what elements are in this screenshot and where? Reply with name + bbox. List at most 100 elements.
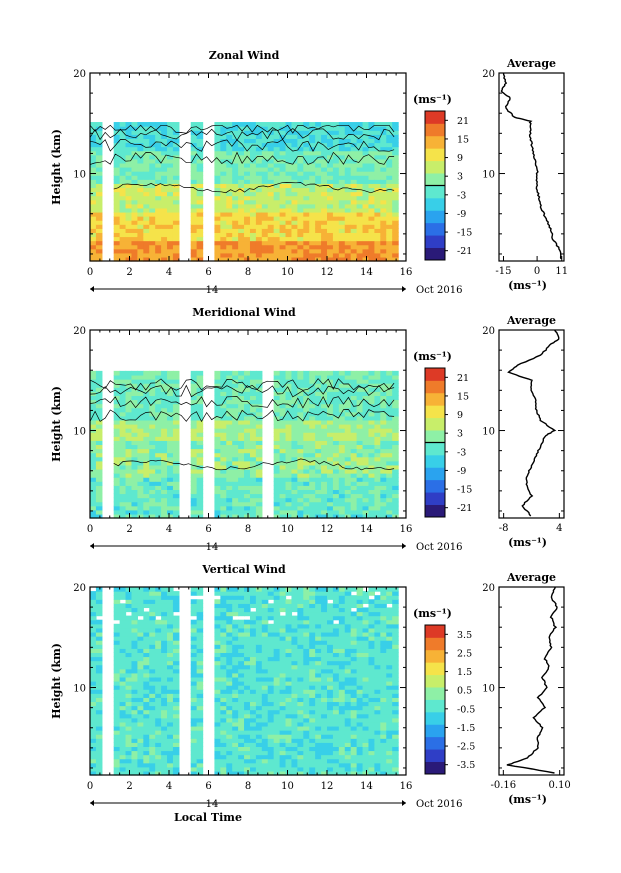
heatmap-cell (386, 395, 393, 401)
heatmap-cell (190, 485, 198, 490)
heatmap-cell (261, 640, 269, 645)
heatmap-cell (125, 513, 133, 519)
heatmap-cell (332, 150, 340, 156)
heatmap-cell (161, 220, 168, 225)
heatmap-cell (226, 513, 233, 519)
heatmap-cell (238, 195, 245, 201)
heatmap-cell (232, 374, 239, 380)
heatmap-cell (167, 750, 174, 756)
heatmap-cell (380, 158, 387, 164)
heatmap-cell (90, 509, 97, 515)
heatmap-cell (356, 240, 364, 246)
heatmap-cell (261, 676, 269, 682)
heatmap-cell (303, 754, 310, 760)
heatmap-cell (113, 730, 121, 735)
heatmap-cell (285, 481, 293, 486)
heatmap-field (90, 370, 399, 519)
heatmap-cell (321, 158, 328, 164)
heatmap-cell (95, 448, 103, 454)
heatmap-cell (214, 150, 221, 156)
heatmap-cell (137, 142, 144, 148)
heatmap-cell (356, 481, 364, 486)
heatmap-cell (327, 199, 334, 205)
heatmap-cell (149, 599, 156, 604)
average-y-tick-label: 20 (482, 69, 495, 80)
heatmap-cell (386, 162, 393, 168)
heatmap-cell (143, 162, 150, 168)
heatmap-cell (249, 411, 257, 417)
heatmap-cell (113, 456, 121, 462)
heatmap-cell (161, 452, 168, 458)
heatmap-cell (244, 640, 251, 645)
heatmap-cell (214, 681, 221, 686)
heatmap-cell (161, 721, 168, 727)
heatmap-cell (386, 130, 393, 135)
heatmap-cell (338, 134, 346, 139)
heatmap-cell (309, 721, 316, 727)
heatmap-cell (196, 232, 204, 238)
heatmap-cell (161, 754, 168, 760)
heatmap-cell (285, 709, 293, 715)
heatmap-cell (149, 146, 156, 152)
heatmap-cell (143, 497, 150, 503)
heatmap-cell (196, 644, 204, 649)
heatmap-cell (273, 481, 281, 486)
heatmap-cell (303, 195, 310, 201)
heatmap-cell (220, 599, 227, 604)
heatmap-cell (291, 191, 298, 197)
heatmap-cell (90, 419, 97, 425)
heatmap-cell (155, 489, 162, 495)
heatmap-cell (125, 244, 133, 250)
heatmap-cell (315, 493, 322, 499)
heatmap-cell (279, 766, 287, 772)
heatmap-cell (143, 725, 150, 731)
heatmap-cell (149, 244, 156, 250)
heatmap-cell (161, 374, 168, 380)
heatmap-cell (196, 738, 204, 743)
heatmap-cell (273, 395, 281, 401)
heatmap-cell (119, 754, 127, 760)
heatmap-cell (137, 411, 144, 417)
heatmap-cell (285, 734, 293, 739)
heatmap-cell (232, 730, 239, 735)
heatmap-cell (90, 513, 97, 519)
heatmap-cell (374, 473, 381, 478)
heatmap-cell (113, 187, 121, 193)
heatmap-cell (125, 656, 133, 662)
heatmap-cell (327, 138, 334, 144)
heatmap-cell (214, 444, 221, 450)
heatmap-cell (285, 660, 293, 666)
heatmap-cell (303, 224, 310, 229)
heatmap-cell (167, 175, 174, 180)
heatmap-cell (113, 493, 121, 499)
heatmap-cell (309, 370, 316, 376)
heatmap-cell (380, 146, 387, 152)
heatmap-cell (143, 187, 150, 193)
heatmap-cell (386, 383, 393, 388)
heatmap-cell (350, 134, 358, 139)
heatmap-cell (344, 460, 352, 466)
heatmap-cell (119, 464, 127, 470)
heatmap-cell (279, 146, 287, 152)
heatmap-cell (255, 766, 263, 772)
heatmap-cell (143, 244, 150, 250)
heatmap-cell (309, 697, 316, 703)
heatmap-cell (95, 403, 103, 409)
heatmap-cell (350, 473, 358, 478)
heatmap-cell (113, 701, 121, 707)
heatmap-cell (386, 452, 393, 458)
heatmap-cell (149, 734, 156, 739)
heatmap-cell (356, 415, 364, 421)
heatmap-cell (344, 244, 352, 250)
heatmap-cell (137, 697, 144, 703)
heatmap-cell (350, 228, 358, 233)
heatmap-cell (362, 473, 370, 478)
heatmap-cell (172, 411, 180, 417)
heatmap-cell (303, 220, 310, 225)
heatmap-cell (113, 224, 121, 229)
heatmap-cell (273, 211, 281, 217)
heatmap-cell (149, 640, 156, 645)
heatmap-cell (368, 485, 375, 490)
heatmap-cell (309, 627, 316, 633)
